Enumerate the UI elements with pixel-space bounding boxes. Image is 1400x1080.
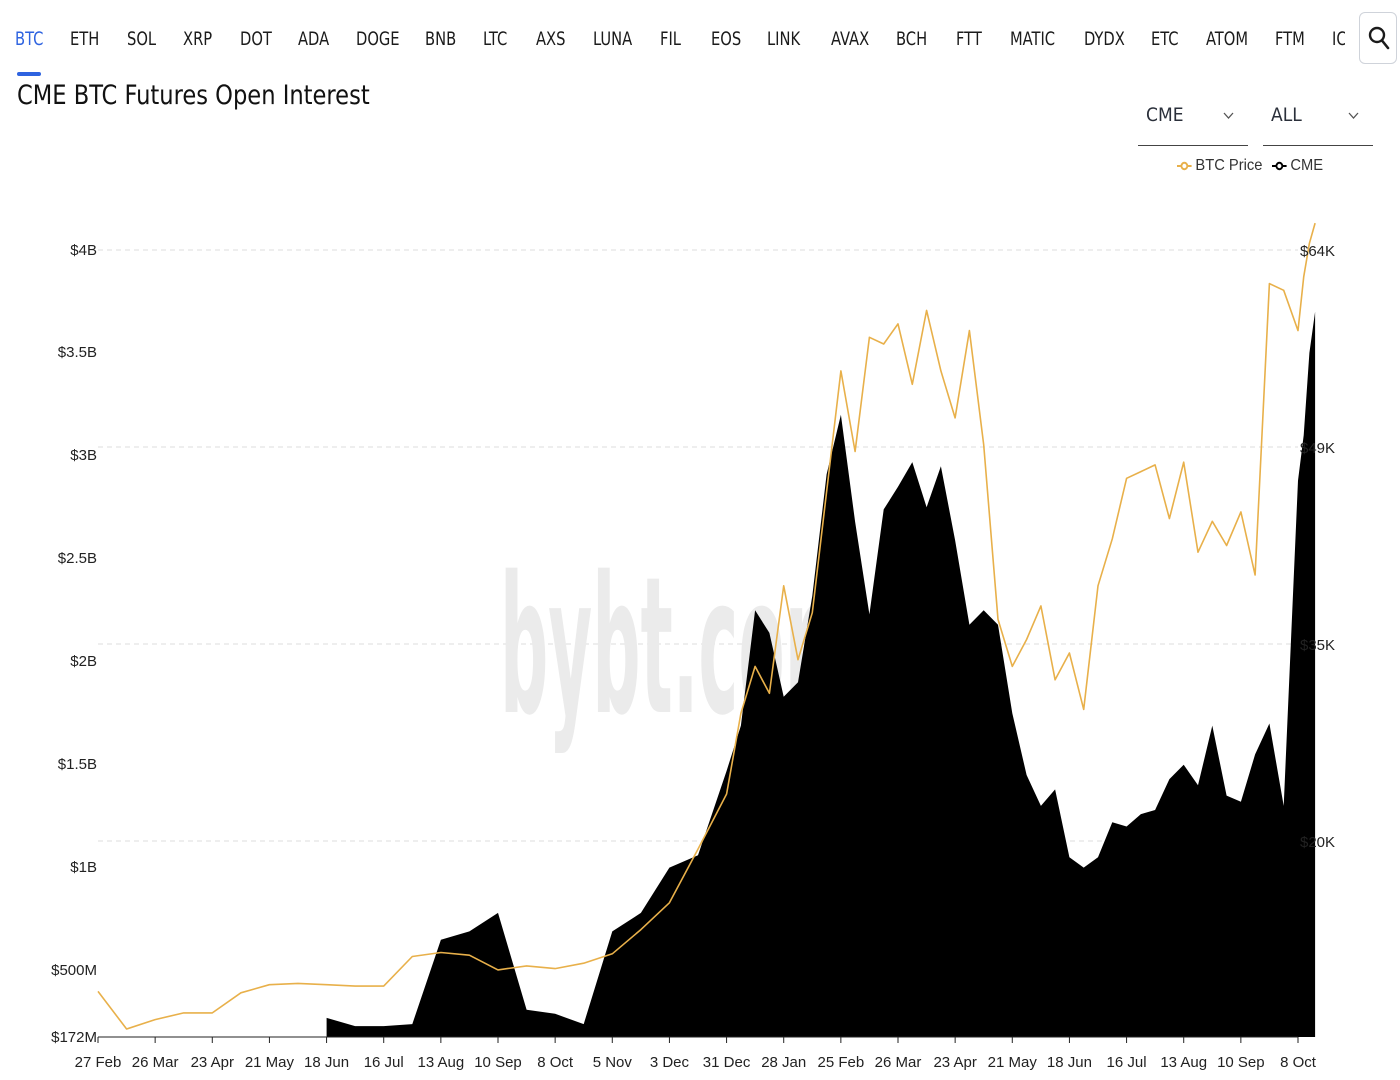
legend-item-cme[interactable]: CME bbox=[1272, 156, 1327, 176]
tab-ada[interactable]: ADA bbox=[298, 28, 330, 50]
grid-lines bbox=[98, 249, 1298, 842]
legend-label-cme: CME bbox=[1290, 157, 1324, 174]
left-tick-label: $500M bbox=[51, 962, 97, 979]
left-tick-label: $4B bbox=[70, 242, 97, 259]
tab-atom[interactable]: ATOM bbox=[1206, 28, 1249, 50]
x-tick-label: 21 May bbox=[988, 1054, 1038, 1071]
legend-marker-icon bbox=[1272, 161, 1287, 171]
tab-avax[interactable]: AVAX bbox=[831, 28, 870, 50]
x-tick-label: 5 Nov bbox=[593, 1054, 633, 1071]
x-tick-label: 16 Jul bbox=[364, 1054, 404, 1071]
tab-matic[interactable]: MATIC bbox=[1010, 28, 1056, 50]
left-tick-label: $2.5B bbox=[58, 550, 97, 567]
left-tick-label: $172M bbox=[51, 1029, 97, 1046]
tab-ltc[interactable]: LTC bbox=[483, 28, 508, 50]
tab-doge[interactable]: DOGE bbox=[356, 28, 400, 50]
left-axis-ticks: $172M $500M $1B $1.5B $2B $2.5B $3B $3.5B $4B bbox=[51, 242, 97, 1046]
tab-bch[interactable]: BCH bbox=[896, 28, 928, 50]
right-tick-label: $49K bbox=[1300, 440, 1335, 457]
btc-price-line-series bbox=[97, 222, 1316, 1030]
x-tick-label: 13 Aug bbox=[417, 1054, 464, 1071]
chevron-down-icon bbox=[1348, 112, 1359, 119]
tab-btc[interactable]: BTC bbox=[15, 28, 44, 50]
exchange-select-value: CME bbox=[1146, 104, 1184, 126]
tab-luna[interactable]: LUNA bbox=[593, 28, 633, 50]
range-select[interactable]: ALL bbox=[1263, 98, 1373, 146]
active-tab-indicator bbox=[17, 72, 41, 76]
right-tick-label: $35K bbox=[1300, 637, 1335, 654]
tab-xrp[interactable]: XRP bbox=[183, 28, 213, 50]
x-tick-label: 31 Dec bbox=[703, 1054, 751, 1071]
tab-ic[interactable]: IC bbox=[1332, 28, 1345, 50]
tab-eos[interactable]: EOS bbox=[711, 28, 742, 50]
x-tick-label: 8 Oct bbox=[537, 1054, 574, 1071]
tab-dot[interactable]: DOT bbox=[240, 28, 272, 50]
x-tick-label: 21 May bbox=[245, 1054, 295, 1071]
x-tick-label: 16 Jul bbox=[1107, 1054, 1147, 1071]
search-icon bbox=[1368, 26, 1390, 50]
tab-axs[interactable]: AXS bbox=[536, 28, 566, 50]
page-title: CME BTC Futures Open Interest bbox=[17, 80, 370, 111]
cme-area bbox=[326, 311, 1316, 1037]
x-tick-label: 28 Jan bbox=[761, 1054, 806, 1071]
tab-fil[interactable]: FIL bbox=[660, 28, 681, 50]
tab-ftt[interactable]: FTT bbox=[956, 28, 982, 50]
exchange-select[interactable]: CME bbox=[1138, 98, 1248, 146]
x-tick-label: 8 Oct bbox=[1280, 1054, 1317, 1071]
left-tick-label: $1.5B bbox=[58, 756, 97, 773]
tab-dydx[interactable]: DYDX bbox=[1084, 28, 1125, 50]
x-tick-label: 26 Mar bbox=[132, 1054, 179, 1071]
chevron-down-icon bbox=[1223, 112, 1234, 119]
right-tick-label: $20K bbox=[1300, 834, 1335, 851]
left-tick-label: $3.5B bbox=[58, 344, 97, 361]
tab-link[interactable]: LINK bbox=[767, 28, 801, 50]
x-axis-ticks: 27 Feb 26 Mar 23 Apr 21 May 18 Jun 16 Jul 13 A… bbox=[75, 1037, 1317, 1071]
coin-tab-bar: BTC ETH SOL XRP DOT ADA DOGE BNB LTC AXS LUNA FIL EO… bbox=[0, 0, 1345, 78]
cme-area-series bbox=[326, 311, 1316, 1037]
left-tick-label: $1B bbox=[70, 859, 97, 876]
btc-price-line bbox=[97, 222, 1316, 1030]
x-tick-label: 26 Mar bbox=[875, 1054, 922, 1071]
x-tick-label: 23 Apr bbox=[191, 1054, 234, 1071]
right-axis-ticks: $20K $35K $49K $64K bbox=[1300, 243, 1335, 851]
x-tick-label: 18 Jun bbox=[304, 1054, 349, 1071]
x-tick-label: 25 Feb bbox=[818, 1054, 865, 1071]
x-tick-label: 13 Aug bbox=[1160, 1054, 1207, 1071]
tab-bnb[interactable]: BNB bbox=[425, 28, 457, 50]
right-tick-label: $64K bbox=[1300, 243, 1335, 260]
x-tick-label: 10 Sep bbox=[474, 1054, 522, 1071]
legend-label-btc-price: BTC Price bbox=[1195, 157, 1263, 174]
left-tick-label: $2B bbox=[70, 653, 97, 670]
x-tick-label: 27 Feb bbox=[75, 1054, 122, 1071]
tab-ftm[interactable]: FTM bbox=[1275, 28, 1305, 50]
tab-eth[interactable]: ETH bbox=[70, 28, 100, 50]
x-tick-label: 18 Jun bbox=[1047, 1054, 1092, 1071]
tab-etc[interactable]: ETC bbox=[1151, 28, 1179, 50]
legend-marker-icon bbox=[1177, 161, 1192, 171]
x-tick-label: 10 Sep bbox=[1217, 1054, 1265, 1071]
x-tick-label: 23 Apr bbox=[933, 1054, 976, 1071]
legend-item-btc-price[interactable]: BTC Price bbox=[1177, 156, 1263, 176]
search-button[interactable] bbox=[1359, 12, 1397, 64]
range-select-value: ALL bbox=[1271, 104, 1302, 126]
tab-sol[interactable]: SOL bbox=[127, 28, 157, 50]
x-tick-label: 3 Dec bbox=[650, 1054, 690, 1071]
left-tick-label: $3B bbox=[70, 447, 97, 464]
